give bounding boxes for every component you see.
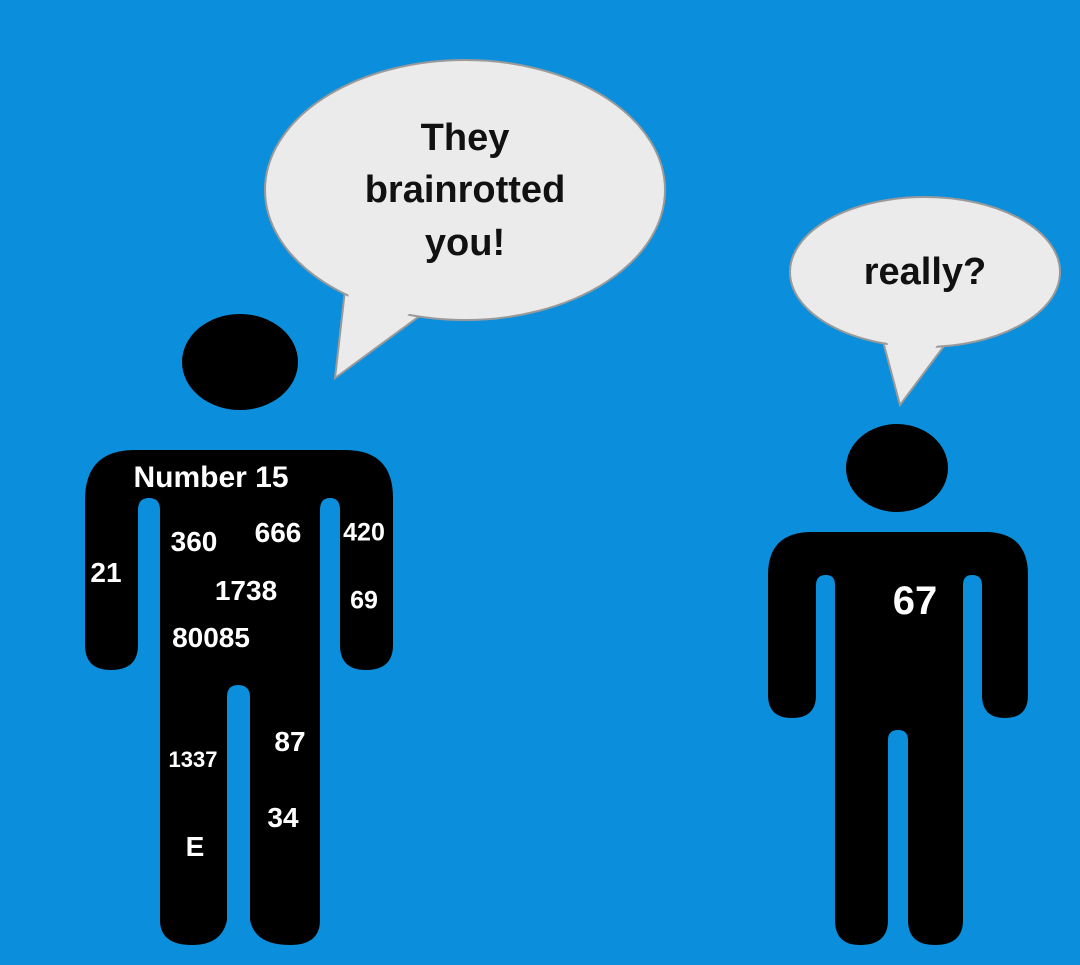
bubble-line-brainrotted: brainrotted: [364, 169, 566, 211]
label-67: 67: [892, 579, 938, 623]
label-number-15: Number 15: [133, 461, 289, 494]
label-80085: 80085: [172, 622, 250, 653]
label-420: 420: [343, 518, 385, 547]
label-21: 21: [90, 557, 122, 588]
label-666: 666: [254, 517, 302, 548]
label-1738: 1738: [214, 575, 278, 606]
right-speech-bubble-shape: [789, 196, 1061, 408]
label-e: E: [185, 831, 205, 862]
bubble-line-they: They: [420, 117, 510, 159]
label-87: 87: [274, 726, 306, 757]
left-figure-head: [182, 314, 298, 410]
label-1337: 1337: [168, 747, 218, 772]
right-stick-figure: [768, 424, 1028, 945]
bubble-line-you: you!: [424, 222, 506, 264]
label-69: 69: [350, 586, 378, 615]
bubble-text-really: really?: [863, 251, 987, 293]
right-figure-head: [846, 424, 948, 512]
right-figure-body: [768, 532, 1028, 945]
left-stick-figure: [85, 314, 393, 945]
left-speech-bubble-shape: [264, 59, 666, 381]
left-figure-body: [85, 450, 393, 945]
label-360: 360: [170, 526, 218, 557]
label-34: 34: [267, 802, 299, 833]
